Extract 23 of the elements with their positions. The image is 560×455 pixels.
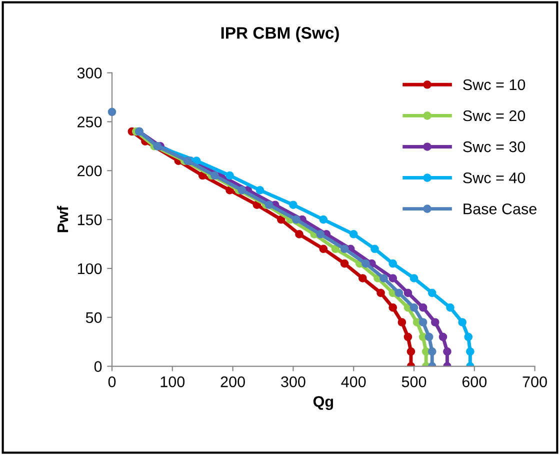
y-tick-label: 100 xyxy=(78,263,102,274)
legend-label: Swc = 20 xyxy=(463,110,526,122)
legend-label: Swc = 40 xyxy=(463,172,526,184)
y-tick-label: 200 xyxy=(78,165,102,176)
x-tick-label: 600 xyxy=(462,376,487,388)
y-tick-label: 50 xyxy=(86,312,102,324)
x-tick-label: 400 xyxy=(341,376,366,388)
legend-label: Swc = 30 xyxy=(463,141,526,152)
y-tick-label: 150 xyxy=(78,214,102,226)
y-tick-label: 300 xyxy=(77,68,102,78)
y-tick-label: 250 xyxy=(78,116,102,128)
x-axis-title: Qg xyxy=(313,396,333,410)
x-tick-label: 700 xyxy=(522,376,547,388)
y-tick-label: 0 xyxy=(94,361,102,372)
legend-label: Swc = 10 xyxy=(463,79,526,90)
chart-title: IPR CBM (Swc) xyxy=(221,26,339,42)
x-tick-label: 0 xyxy=(108,376,116,388)
x-tick-label: 500 xyxy=(402,376,426,388)
x-tick-label: 100 xyxy=(160,376,185,388)
x-tick-label: 200 xyxy=(220,376,245,388)
y-axis-title: Pwf xyxy=(56,206,68,232)
legend-label: Base Case xyxy=(464,204,536,214)
x-tick-label: 300 xyxy=(281,376,306,388)
